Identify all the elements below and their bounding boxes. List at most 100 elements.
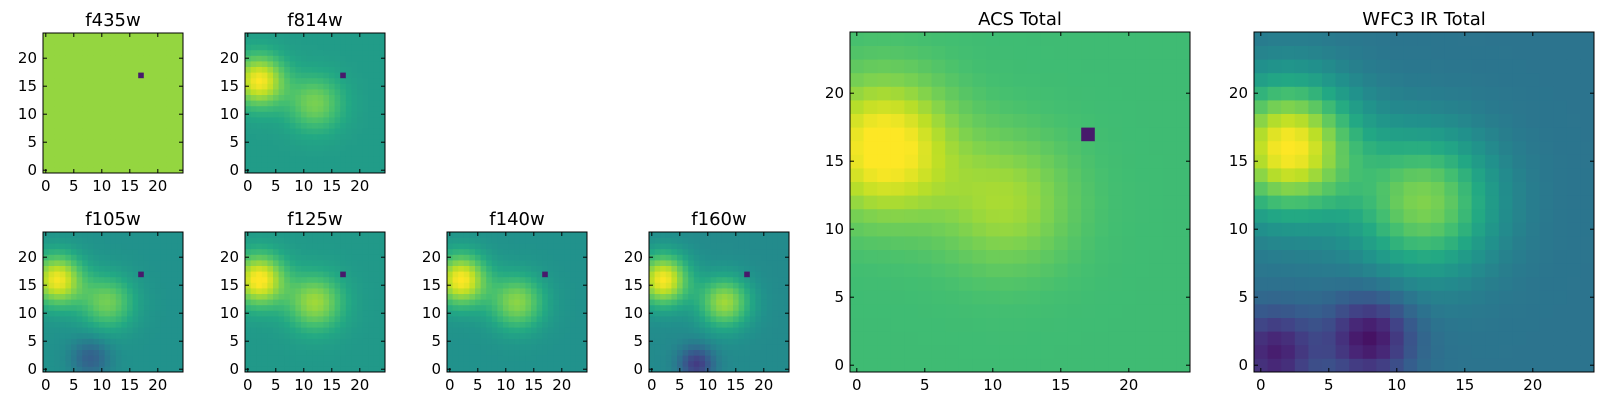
heatmap-cell [1254, 276, 1268, 291]
heatmap-cell [890, 304, 905, 318]
heatmap-cell [71, 276, 77, 283]
heatmap-cell [458, 265, 465, 272]
heatmap-cell [115, 83, 122, 90]
heatmap-cell [1108, 263, 1123, 278]
heatmap-cell [357, 128, 363, 135]
heatmap-cell [1444, 331, 1459, 346]
heatmap-cell [1526, 72, 1540, 87]
heatmap-cell [463, 282, 470, 289]
heatmap-cell [317, 33, 324, 39]
heatmap-cell [345, 338, 352, 345]
heatmap-cell [261, 61, 268, 67]
heatmap-cell [65, 299, 72, 306]
heatmap-cell [171, 128, 178, 135]
heatmap-cell [48, 237, 55, 244]
heatmap-cell [1444, 304, 1459, 318]
heatmap-cell [127, 150, 133, 157]
heatmap-cell [581, 321, 588, 328]
heatmap-cell [110, 344, 117, 350]
heatmap-cell [59, 327, 66, 334]
heatmap-cell [82, 83, 89, 90]
heatmap-cell [329, 271, 335, 278]
heatmap-cell [87, 128, 94, 135]
heatmap-cell [121, 72, 128, 79]
heatmap-cell [59, 167, 66, 174]
heatmap-cell [931, 32, 946, 46]
heatmap-cell [155, 161, 161, 168]
heatmap-cell [1580, 168, 1595, 182]
heatmap-cell [733, 349, 739, 356]
heatmap-cell [525, 327, 532, 334]
heatmap-cell [149, 77, 156, 84]
heatmap-cell [166, 338, 173, 345]
heatmap-cell [1322, 181, 1336, 196]
heatmap-cell [93, 100, 100, 107]
heatmap-cell [177, 94, 184, 101]
heatmap-cell [777, 332, 784, 339]
heatmap-cell [329, 117, 335, 123]
heatmap-cell [93, 150, 100, 157]
heatmap-cell [904, 290, 919, 305]
heatmap-cell [677, 304, 683, 311]
heatmap-cell [1149, 222, 1164, 237]
heatmap-cell [256, 304, 263, 311]
heatmap-cell [289, 271, 296, 278]
heatmap-cell [267, 276, 274, 283]
heatmap-cell [553, 338, 560, 345]
heatmap-cell [379, 38, 386, 45]
heatmap-cell [345, 366, 352, 373]
heatmap-cell [250, 66, 257, 73]
heatmap-cell [357, 156, 363, 163]
heatmap-cell [149, 344, 156, 350]
heatmap-cell [1566, 86, 1581, 101]
heatmap-cell [54, 156, 61, 163]
heatmap-cell [351, 366, 358, 373]
heatmap-cell [160, 156, 167, 163]
heatmap-cell [755, 321, 762, 328]
heatmap-cell [469, 327, 476, 334]
heatmap-cell [115, 288, 122, 294]
heatmap-cell [570, 360, 577, 367]
heatmap-cell [110, 117, 117, 123]
heatmap-cell [1444, 168, 1459, 182]
heatmap-cell [986, 358, 1000, 373]
heatmap-cell [278, 282, 285, 289]
heatmap-cell [43, 237, 49, 244]
heatmap-cell [121, 299, 128, 306]
heatmap-cell [71, 254, 77, 261]
heatmap-cell [177, 321, 184, 328]
heatmap-cell [149, 316, 156, 322]
heatmap-cell [261, 282, 268, 289]
heatmap-cell [1149, 72, 1164, 87]
heatmap-cell [87, 72, 94, 79]
heatmap-cell [362, 66, 369, 73]
heatmap-cell [1362, 344, 1377, 359]
heatmap-cell [1135, 86, 1150, 101]
heatmap-cell [323, 156, 330, 163]
heatmap-cell [65, 66, 72, 73]
heatmap-cell [340, 366, 347, 373]
heatmap-cell [945, 358, 960, 373]
heatmap-cell [289, 38, 296, 45]
heatmap-cell [986, 208, 1000, 223]
heatmap-cell [71, 316, 77, 322]
heatmap-cell [918, 358, 932, 373]
heatmap-cell [301, 344, 307, 350]
heatmap-cell [1553, 331, 1568, 346]
heatmap-cell [351, 288, 358, 294]
heatmap-cell [1376, 208, 1391, 223]
heatmap-cell [93, 167, 100, 174]
heatmap-cell [931, 236, 946, 250]
heatmap-cell [160, 321, 167, 328]
heatmap-cell [323, 237, 330, 244]
heatmap-cell [480, 355, 487, 362]
heatmap-cell [99, 139, 105, 146]
heatmap-cell [727, 293, 734, 300]
heatmap-cell [284, 293, 291, 300]
heatmap-cell [1512, 72, 1527, 87]
heatmap-cell [458, 355, 465, 362]
heatmap-cell [1580, 317, 1595, 332]
heatmap-cell [256, 150, 263, 157]
heatmap-cell [362, 243, 369, 250]
heatmap-cell [323, 282, 330, 289]
